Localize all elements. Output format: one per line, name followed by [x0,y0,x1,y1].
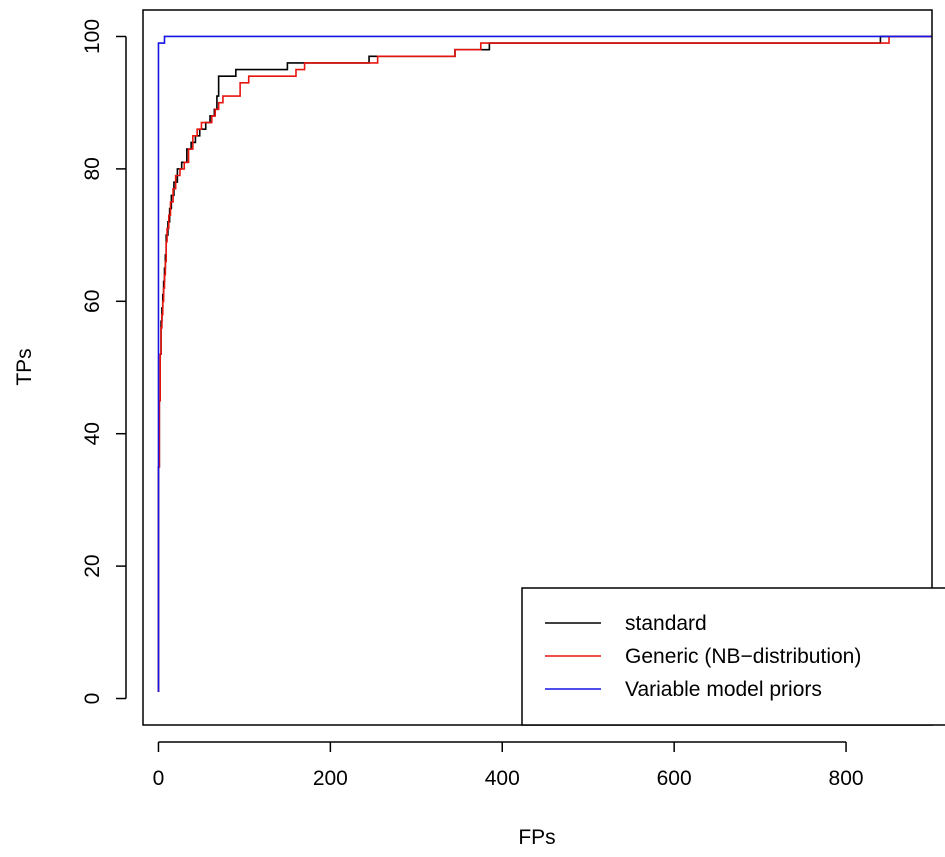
series-line-generic [157,35,932,692]
x-tick-label: 800 [829,767,864,790]
series-line-variable [157,35,932,692]
y-tick-label: 80 [81,157,104,180]
y-tick-label: 40 [81,422,104,445]
x-axis-label: FPs [518,826,555,849]
x-axis: 0 200 400 600 800 [153,741,864,790]
legend-label-standard: standard [625,612,707,635]
x-tick-label: 600 [657,767,692,790]
y-tick-label: 100 [81,19,104,54]
plot-lines [157,35,932,692]
legend-label-generic: Generic (NB−distribution) [625,645,861,668]
y-tick-label: 60 [81,290,104,313]
legend-label-variable: Variable model priors [625,678,822,701]
legend: standard Generic (NB−distribution) Varia… [521,587,945,726]
y-axis-label: TPs [13,348,36,385]
x-tick-label: 400 [485,767,520,790]
y-axis: 0 20 40 60 80 100 [81,19,127,705]
x-tick-label: 0 [153,767,165,790]
y-tick-label: 0 [81,693,104,705]
x-tick-label: 200 [313,767,348,790]
y-tick-label: 20 [81,554,104,577]
